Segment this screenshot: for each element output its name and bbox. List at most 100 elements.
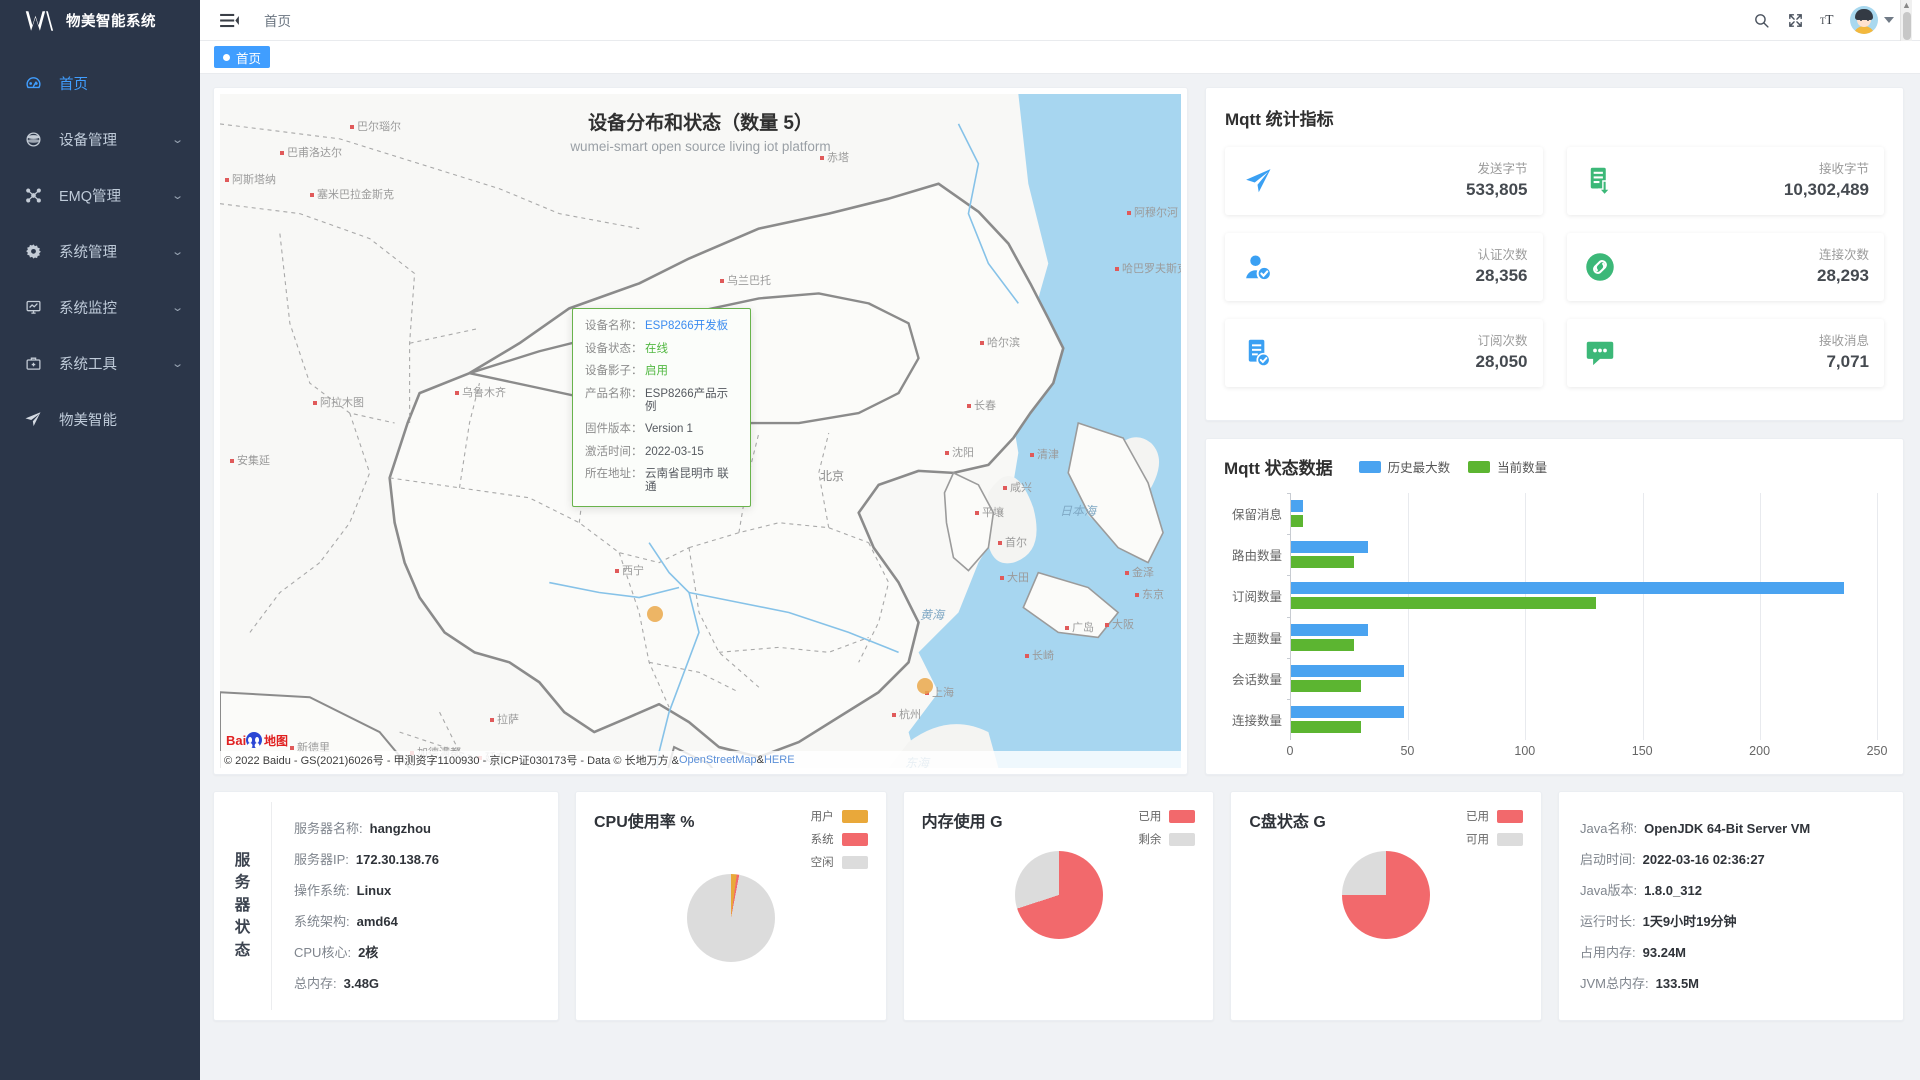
sidebar-menu: 首页 设备管理 ⌄ EMQ管理 ⌄ 系统管理	[0, 41, 200, 447]
chart-bar[interactable]	[1291, 679, 1362, 692]
pie-legend-item[interactable]: 剩余	[1138, 831, 1196, 847]
sidebar-item-system-tools[interactable]: 系统工具 ⌄	[0, 335, 200, 391]
chart-category-label: 连接数量	[1231, 713, 1282, 728]
server-info-key: 服务器IP:	[294, 852, 349, 867]
pie-legend-item[interactable]: 可用	[1466, 831, 1524, 847]
tooltip-value: 启用	[645, 365, 668, 378]
brand-logo[interactable]: 物美智能系统	[0, 0, 200, 41]
sidebar-item-system-management[interactable]: 系统管理 ⌄	[0, 223, 200, 279]
pie-legend-swatch	[841, 855, 868, 869]
chart-bar-group	[1287, 698, 1877, 740]
openstreetmap-link[interactable]: OpenStreetMap	[678, 753, 757, 766]
chart-gridline	[1408, 493, 1410, 740]
java-info-row: 占用内存: 93.24M	[1580, 946, 1903, 959]
scroll-thumb[interactable]	[1902, 11, 1911, 40]
chart-bar[interactable]	[1291, 720, 1362, 733]
mqtt-stat-box[interactable]: 订阅次数 28,050	[1225, 319, 1543, 387]
tooltip-value[interactable]: ESP8266开发板	[645, 320, 729, 332]
chevron-down-icon: ⌄	[170, 301, 184, 314]
chart-x-tick-label: 0	[1286, 744, 1294, 758]
sidebar-item-emq-management[interactable]: EMQ管理 ⌄	[0, 167, 200, 223]
tooltip-key: 激活时间：	[585, 445, 643, 458]
legend-label: 当前数量	[1497, 461, 1548, 475]
chart-bar[interactable]	[1291, 515, 1303, 528]
page-scrollbar[interactable]: ▲	[1900, 0, 1912, 41]
pie-legend-label: 已用	[1466, 811, 1490, 823]
chart-bar-group	[1287, 575, 1877, 616]
cpu-pie-chart[interactable]	[686, 874, 775, 962]
chart-axis-tick	[1287, 575, 1291, 577]
vertical-title-char: 态	[234, 941, 251, 959]
pie-legend-swatch	[1169, 832, 1196, 846]
device-marker-offline[interactable]	[917, 678, 933, 694]
pie-legend-item[interactable]: 用户	[811, 808, 868, 824]
memory-pie-chart[interactable]	[1014, 851, 1103, 939]
chart-bar[interactable]	[1291, 705, 1404, 718]
chart-category-label: 保留消息	[1231, 508, 1282, 523]
pie-legend-item[interactable]: 已用	[1466, 808, 1524, 824]
java-info-key: 启动时间:	[1580, 852, 1636, 867]
chart-bar[interactable]	[1291, 638, 1355, 651]
tab-home[interactable]: 首页	[214, 46, 271, 68]
chart-bar[interactable]	[1291, 500, 1303, 513]
legend-swatch	[1358, 460, 1381, 473]
search-icon[interactable]	[1744, 3, 1778, 37]
chart-bar[interactable]	[1291, 556, 1355, 569]
chart-bar[interactable]	[1291, 664, 1404, 677]
sidebar-item-wumei-smart[interactable]: 物美智能	[0, 391, 200, 447]
here-link[interactable]: HERE	[763, 753, 795, 766]
mqtt-stat-box[interactable]: 认证次数 28,356	[1225, 233, 1543, 301]
vertical-title-char: 服	[234, 851, 251, 869]
chart-bar[interactable]	[1291, 582, 1845, 595]
tooltip-value: 2022-03-15	[645, 445, 704, 458]
cpu-pie-title: CPU使用率 %	[594, 814, 695, 831]
java-info-list: Java名称: OpenJDK 64-Bit Server VM 启动时间: 2022…	[1559, 802, 1903, 1010]
server-info-row: 服务器IP: 172.30.138.76	[294, 853, 558, 866]
sidebar-item-system-monitor[interactable]: 系统监控 ⌄	[0, 279, 200, 335]
tooltip-row: 固件版本： Version 1	[585, 423, 738, 436]
map-canvas[interactable]: 设备分布和状态（数量 5） wumei-smart open source li…	[220, 94, 1181, 768]
java-info-value: 133.5M	[1655, 976, 1700, 991]
cdrive-pie-chart[interactable]	[1342, 851, 1431, 939]
avatar	[1850, 6, 1878, 34]
mqtt-stat-box[interactable]: 接收消息 7,071	[1566, 319, 1884, 387]
chart-x-tick-label: 200	[1749, 744, 1771, 758]
tooltip-value: 在线	[645, 342, 668, 355]
sidebar-item-home[interactable]: 首页	[0, 55, 200, 111]
breadcrumb[interactable]: 首页	[264, 14, 291, 29]
sidebar-item-device-management[interactable]: 设备管理 ⌄	[0, 111, 200, 167]
cpu-usage-card: CPU使用率 % 用户系统空闲	[575, 791, 887, 1021]
hamburger-icon[interactable]	[216, 7, 242, 33]
scroll-up-icon: ▲	[1902, 0, 1911, 10]
user-menu[interactable]	[1850, 6, 1894, 34]
server-info-row: 总内存: 3.48G	[294, 977, 558, 990]
mqtt-stat-box[interactable]: 发送字节 533,805	[1225, 147, 1543, 215]
mqtt-stat-meta: 发送字节 533,805	[1278, 160, 1527, 202]
pie-legend-item[interactable]: 系统	[811, 831, 868, 847]
mqtt-stat-meta: 接收字节 10,302,489	[1620, 160, 1869, 202]
mqtt-stat-box[interactable]: 连接次数 28,293	[1566, 233, 1884, 301]
chart-bar[interactable]	[1291, 597, 1596, 610]
send-icon	[21, 410, 45, 428]
pie-legend-item[interactable]: 空闲	[811, 854, 868, 870]
pie-legend-swatch	[841, 809, 868, 823]
pie-legend-item[interactable]: 已用	[1138, 808, 1196, 824]
tooltip-key: 固件版本：	[585, 423, 643, 436]
bar-chart: 保留消息 路由数量 订阅数量 主题数量 会话数量 连接数量 0 50 100 150 200 250	[1224, 493, 1887, 764]
java-info-value: 93.24M	[1642, 945, 1687, 960]
chart-bar[interactable]	[1291, 623, 1369, 636]
device-marker-offline[interactable]	[647, 606, 663, 622]
fullscreen-icon[interactable]	[1778, 3, 1812, 37]
chart-bar[interactable]	[1291, 541, 1369, 554]
legend-item[interactable]: 当前数量	[1468, 457, 1547, 476]
server-info-value: 2核	[358, 945, 379, 960]
java-info-value: 1天9小时19分钟	[1642, 914, 1737, 929]
mqtt-stat-box[interactable]: 接收字节 10,302,489	[1566, 147, 1884, 215]
legend-item[interactable]: 历史最大数	[1358, 457, 1450, 476]
top-row: 设备分布和状态（数量 5） wumei-smart open source li…	[213, 87, 1904, 775]
mqtt-stats-card: Mqtt 统计指标 发送字节 533,805 接收字节 10,302,489 认…	[1205, 87, 1904, 421]
mqtt-stat-value: 7,071	[1826, 351, 1869, 371]
chevron-down-icon: ⌄	[170, 189, 184, 202]
user-verified-icon	[1238, 252, 1278, 282]
